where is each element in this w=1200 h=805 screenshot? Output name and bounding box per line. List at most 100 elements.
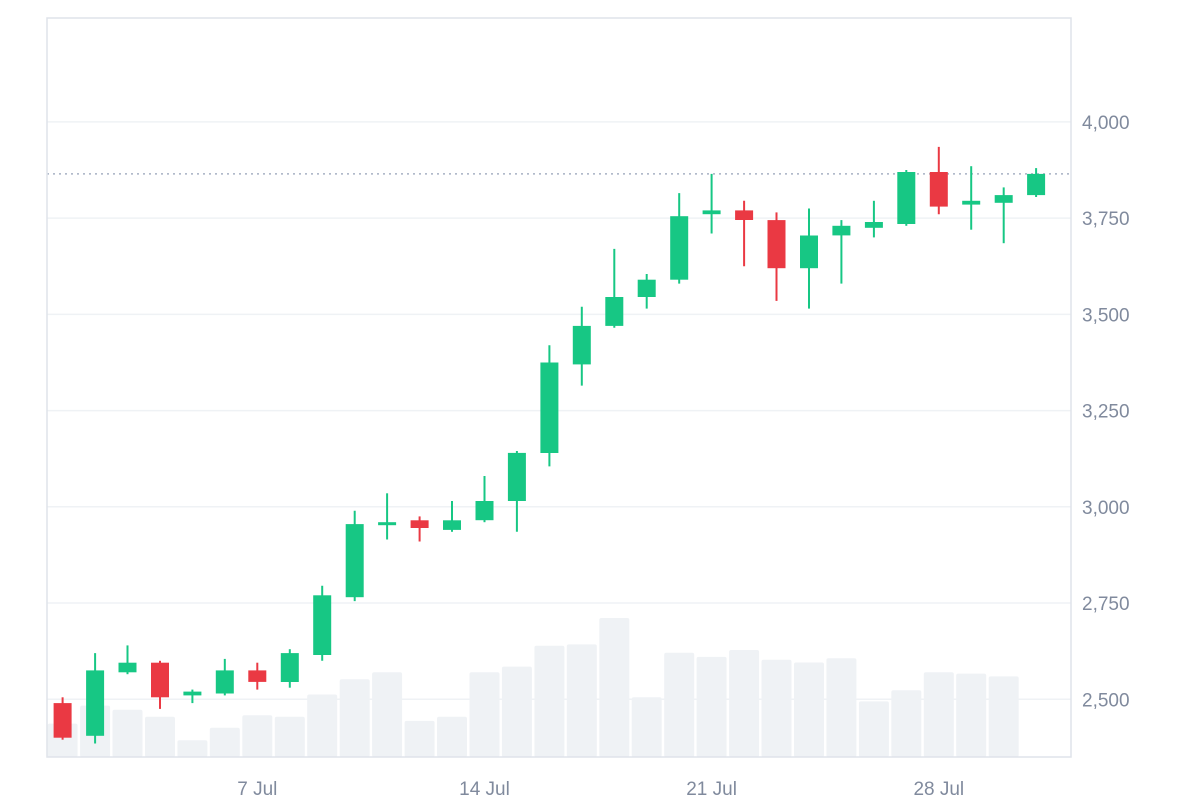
time-axis: 7 Jul 14 Jul 21 Jul 28 Jul [237,779,964,800]
candle-body [313,595,332,655]
candle-body [832,225,851,236]
candle-up [118,645,137,675]
candle-up [864,200,883,238]
candle-body [767,220,786,269]
candle-body [702,210,721,215]
volume-bar [501,666,532,757]
candle-body [215,670,234,694]
volume-bar [956,673,987,757]
price-tick-label: 3,250 [1082,402,1130,423]
volume-bar [112,709,143,757]
candle-up [345,510,364,602]
candle-up [572,306,591,386]
volume-bar [437,716,467,757]
candle-down [53,697,72,740]
candle-up [702,173,721,234]
candle-up [832,220,851,284]
price-tick-label: 4,000 [1082,113,1130,134]
candle-up [994,187,1013,244]
candle-body [735,210,754,220]
grid-layer [47,121,1071,701]
volume-bar [469,672,500,757]
candle-up [507,451,526,532]
volume-bar [729,650,760,757]
candle-body [280,653,299,682]
candle-body [864,222,883,228]
candle-body [897,172,916,224]
candle-up [637,274,656,309]
candle-body [507,452,526,501]
candle-up [897,170,916,226]
volume-bar [923,672,954,757]
volume-bar [307,694,338,758]
candle-up [280,649,299,688]
time-tick-label: 14 Jul [459,779,510,800]
price-tick-label: 3,750 [1082,209,1130,230]
candle-body [151,662,169,698]
candle-up [540,345,559,467]
volume-bar [696,656,727,757]
candle-down [410,516,429,542]
price-tick-label: 2,500 [1082,690,1130,711]
candle-body [410,520,429,528]
candle-up [378,493,397,540]
volume-bar [145,716,175,757]
volume-bar [988,676,1019,757]
candle-body [475,501,494,521]
price-tick-label: 3,500 [1082,305,1130,326]
volume-bar [534,645,565,757]
candle-body [53,703,72,738]
time-tick-label: 28 Jul [913,779,964,800]
candle-up [215,658,234,696]
candle-up [475,476,494,523]
volume-bar [891,690,922,757]
candle-body [572,325,591,365]
candle-down [248,662,267,690]
volume-bar [664,652,695,758]
volume-bar [761,659,792,757]
candle-body [929,172,948,207]
volume-bar [566,644,597,757]
price-tick-label: 2,750 [1082,594,1130,615]
price-axis: 2,500 2,750 3,000 3,250 3,500 3,750 4,000 [1082,113,1130,711]
candle-up [183,689,202,704]
candle-layer [53,146,1046,744]
volume-bar [826,658,857,757]
candle-down [929,146,948,215]
plot-frame [46,17,1072,758]
candle-up [670,193,689,284]
candle-down [767,212,786,301]
volume-bar [404,720,435,757]
volume-bar [177,740,208,757]
candle-body [443,520,461,530]
candle-body [248,670,267,682]
candle-up [962,166,981,230]
candle-up [1027,168,1046,197]
candle-body [637,279,656,297]
volume-bar [794,662,824,757]
candle-body [670,216,689,280]
volume-layer [47,618,1019,758]
candle-body [86,670,105,736]
volume-bar [858,701,889,757]
candle-up [313,585,332,661]
candle-up [605,248,624,328]
volume-bar [209,727,240,757]
candle-down [151,660,169,709]
volume-bar [242,715,273,757]
candle-body [605,297,624,326]
candle-body [994,195,1013,203]
volume-bar [274,716,305,757]
volume-bar [599,618,630,757]
price-tick-label: 3,000 [1082,498,1130,519]
candle-body [962,200,981,205]
candle-body [1027,173,1046,196]
candle-body [345,524,364,598]
candle-up [86,653,105,744]
volume-bar [372,672,403,757]
candle-up [443,501,461,532]
candle-body [118,662,137,673]
candle-down [735,200,754,267]
